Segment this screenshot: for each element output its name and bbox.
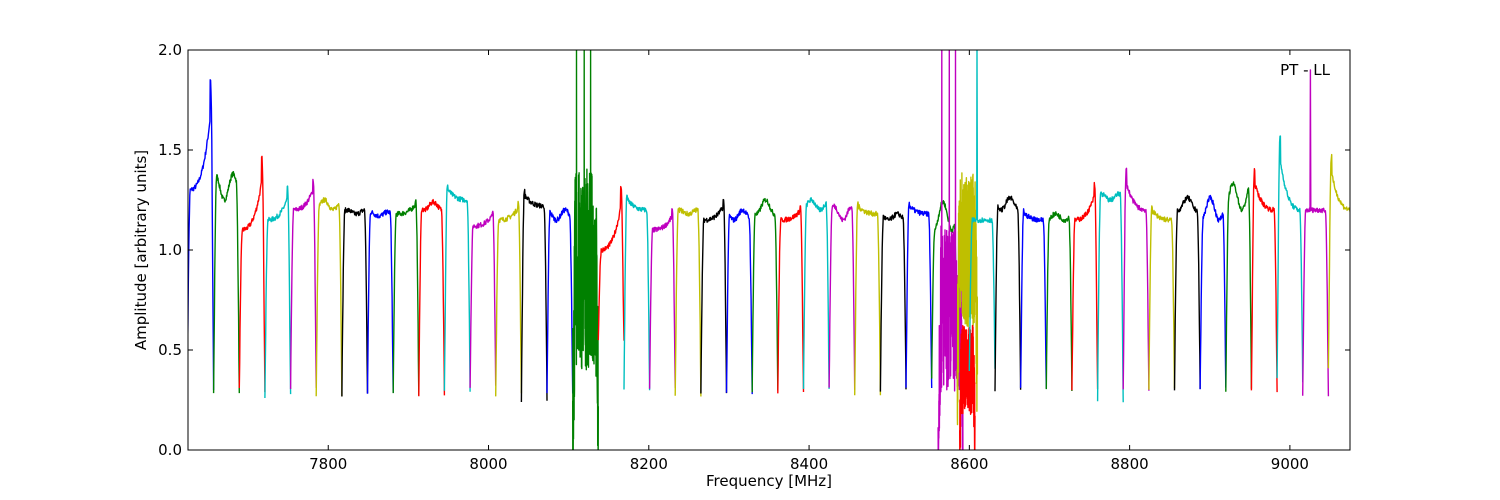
channel-series-line <box>469 210 497 388</box>
channel-series-line <box>366 209 394 394</box>
channel-series-line <box>828 203 856 390</box>
channel-series-line <box>1019 208 1047 389</box>
y-tick-label: 0.0 <box>158 441 182 459</box>
channel-series-line <box>392 199 420 396</box>
channel-series-line <box>725 208 753 395</box>
x-tick-label: 8200 <box>630 455 668 473</box>
series-layer <box>188 50 1350 450</box>
channel-series-line <box>546 207 574 394</box>
channel-series-line <box>443 184 471 392</box>
channel-series-line <box>1199 194 1227 390</box>
channel-series-line <box>495 200 523 397</box>
x-axis-label: Frequency [MHz] <box>706 472 832 490</box>
y-tick-label: 0.5 <box>158 341 182 359</box>
x-axis: 7800 8000 8200 8400 8600 8800 9000 <box>309 50 1309 473</box>
x-tick-label: 7800 <box>309 455 347 473</box>
x-tick-label: 8000 <box>469 455 507 473</box>
channel-series-line <box>520 188 548 403</box>
channel-series-line <box>238 155 266 393</box>
y-tick-label: 2.0 <box>158 41 182 59</box>
channel-series-line <box>777 205 805 394</box>
channel-series-line <box>188 79 215 391</box>
channel-series-line <box>341 207 369 397</box>
channel-series-line <box>315 197 343 397</box>
x-tick-label: 8600 <box>950 455 988 473</box>
channel-series-line <box>212 170 240 394</box>
channel-series-line <box>1071 181 1099 391</box>
channel-series-line <box>854 201 882 396</box>
y-tick-label: 1.5 <box>158 141 182 159</box>
channel-series-line <box>674 207 702 397</box>
channel-series-line <box>1045 211 1073 392</box>
channel-series-line <box>597 185 625 341</box>
channel-series-line <box>879 211 907 392</box>
channel-series-line <box>700 198 728 394</box>
channel-series-line <box>931 199 958 381</box>
channel-series-line <box>418 198 446 397</box>
channel-series-line <box>623 194 651 391</box>
channel-series-line <box>572 50 599 450</box>
y-tick-label: 1.0 <box>158 241 182 259</box>
channel-series-line <box>264 185 292 399</box>
channel-series-line <box>956 172 979 426</box>
x-tick-label: 8400 <box>790 455 828 473</box>
channel-series-line <box>802 197 830 390</box>
plot-annotation: PT - LL <box>1280 61 1331 79</box>
channel-series-line <box>1276 135 1304 383</box>
channel-series-line <box>1301 69 1330 397</box>
channel-series-line <box>959 324 976 450</box>
channel-series-line <box>648 208 676 389</box>
channel-series-line <box>968 50 996 372</box>
channel-series-line <box>1173 194 1201 391</box>
channel-series-line <box>1122 167 1150 391</box>
channel-series-line <box>751 197 779 393</box>
y-axis-label: Amplitude [arbitrary units] <box>132 150 150 350</box>
channel-series-line <box>1225 181 1253 392</box>
channel-series-line <box>994 195 1022 392</box>
channel-series-line <box>1250 167 1278 393</box>
channel-series-line <box>905 201 933 389</box>
channel-series-line <box>289 178 317 390</box>
x-tick-label: 8800 <box>1111 455 1149 473</box>
y-axis: 0.0 0.5 1.0 1.5 2.0 <box>158 41 1350 459</box>
channel-series-line <box>1148 205 1176 390</box>
channel-series-line <box>1096 191 1124 403</box>
x-tick-label: 9000 <box>1271 455 1309 473</box>
